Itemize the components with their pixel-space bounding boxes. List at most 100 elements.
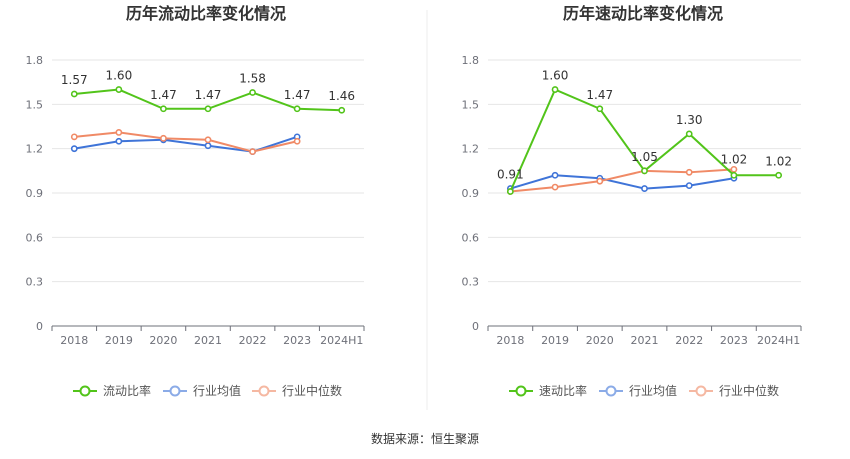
x-tick-label: 2021 xyxy=(194,334,222,347)
x-tick-label: 2023 xyxy=(283,334,311,347)
data-label: 1.47 xyxy=(195,88,222,102)
data-point-industry_median xyxy=(685,168,693,176)
data-point-company xyxy=(775,171,783,179)
data-label: 1.57 xyxy=(61,73,88,87)
data-label: 1.02 xyxy=(765,154,792,168)
legend-label: 行业均值 xyxy=(193,383,241,398)
y-tick-label: 0.3 xyxy=(462,276,480,289)
data-label: 1.60 xyxy=(542,69,569,83)
legend-item-company[interactable]: 流动比率 xyxy=(73,383,151,398)
legend-marker xyxy=(515,385,527,397)
data-point-industry_avg xyxy=(115,137,123,145)
data-label: 1.30 xyxy=(676,113,703,127)
data-label: 1.47 xyxy=(150,88,177,102)
x-tick-label: 2022 xyxy=(675,334,703,347)
legend-item-industry_median[interactable]: 行业中位数 xyxy=(689,383,779,398)
data-point-industry_avg xyxy=(685,182,693,190)
legend-marker xyxy=(79,385,91,397)
data-point-industry_median xyxy=(70,133,78,141)
data-point-company xyxy=(204,105,212,113)
x-tick-label: 2023 xyxy=(720,334,748,347)
data-point-company xyxy=(551,86,559,93)
legend-label: 速动比率 xyxy=(539,383,587,398)
y-tick-label: 1.2 xyxy=(462,143,480,156)
circle-line-icon xyxy=(73,385,97,397)
data-label: 1.05 xyxy=(631,150,658,164)
legend-item-industry_avg[interactable]: 行业均值 xyxy=(163,383,241,398)
circle-line-icon xyxy=(689,385,713,397)
y-tick-label: 1.5 xyxy=(26,98,44,111)
y-tick-label: 0.9 xyxy=(26,187,44,200)
data-point-industry_avg xyxy=(551,171,559,179)
data-point-company xyxy=(293,105,301,113)
data-label: 1.58 xyxy=(239,72,266,86)
data-point-industry_median xyxy=(596,177,604,185)
current-ratio-chart: 历年流动比率变化情况 0 0.3 0.6 0.9 1.2 1.5 1.8 2018 2019 202… xyxy=(26,4,365,398)
y-tick-label: 0 xyxy=(36,320,43,333)
data-point-company xyxy=(338,106,346,114)
data-point-industry_median xyxy=(293,137,301,145)
legend-item-industry_median[interactable]: 行业中位数 xyxy=(252,383,342,398)
circle-line-icon xyxy=(163,385,187,397)
legend-label: 流动比率 xyxy=(103,383,151,398)
y-tick-label: 0.9 xyxy=(462,187,480,200)
x-tick-label: 2018 xyxy=(496,334,524,347)
series-line-industry_median xyxy=(74,131,298,153)
data-label: 1.60 xyxy=(105,69,132,83)
data-point-company xyxy=(506,188,514,195)
data-point-industry_avg xyxy=(204,142,212,150)
data-source-note: 数据来源：恒生聚源 xyxy=(371,431,479,446)
legend-marker xyxy=(695,385,707,397)
chart-title: 历年流动比率变化情况 xyxy=(126,4,286,23)
data-point-industry_median xyxy=(730,165,738,173)
legend-marker xyxy=(605,385,617,397)
circle-line-icon xyxy=(509,385,533,397)
legend-item-company[interactable]: 速动比率 xyxy=(509,383,587,398)
data-point-industry_avg xyxy=(70,145,78,153)
data-point-industry_avg xyxy=(641,185,648,192)
y-tick-label: 1.8 xyxy=(462,54,480,67)
data-label: 1.47 xyxy=(586,88,613,102)
x-tick-label: 2021 xyxy=(631,334,659,347)
data-label: 1.47 xyxy=(284,88,311,102)
x-tick-label: 2022 xyxy=(239,334,267,347)
chart-title: 历年速动比率变化情况 xyxy=(563,4,723,23)
y-tick-label: 1.8 xyxy=(26,54,44,67)
series-line-industry_median xyxy=(510,168,734,193)
legend-label: 行业均值 xyxy=(629,383,677,398)
y-tick-label: 0.6 xyxy=(462,231,480,244)
data-point-company xyxy=(249,89,256,96)
circle-line-icon xyxy=(252,385,276,397)
data-point-company xyxy=(160,105,167,113)
x-tick-label: 2020 xyxy=(149,334,177,347)
data-point-company xyxy=(70,90,78,98)
legend-label: 行业中位数 xyxy=(282,383,342,398)
data-label: 1.02 xyxy=(721,152,748,166)
data-label: 1.46 xyxy=(328,89,355,103)
x-tick-label: 2020 xyxy=(586,334,614,347)
data-point-company xyxy=(115,86,123,93)
x-tick-label: 2018 xyxy=(60,334,88,347)
data-point-industry_median xyxy=(204,136,212,144)
legend-item-industry_avg[interactable]: 行业均值 xyxy=(599,383,677,398)
legend-marker xyxy=(169,385,181,397)
y-tick-label: 0 xyxy=(472,320,479,333)
data-point-industry_median xyxy=(160,134,167,142)
data-label: 0.91 xyxy=(497,168,524,182)
data-point-company xyxy=(730,171,738,179)
legend-marker xyxy=(258,385,270,397)
data-point-industry_median xyxy=(551,183,559,191)
data-point-industry_median xyxy=(115,129,123,136)
circle-line-icon xyxy=(599,385,623,397)
data-point-industry_median xyxy=(249,148,256,156)
data-point-company xyxy=(596,105,604,113)
y-tick-label: 0.6 xyxy=(26,231,44,244)
y-tick-label: 0.3 xyxy=(26,276,44,289)
x-tick-label: 2019 xyxy=(105,334,133,347)
x-tick-label: 2019 xyxy=(541,334,569,347)
quick-ratio-chart: 历年速动比率变化情况 0 0.3 0.6 0.9 1.2 1.5 1.8 2018 2019 202… xyxy=(462,4,802,398)
x-tick-label: 2024H1 xyxy=(320,334,363,347)
y-tick-label: 1.2 xyxy=(26,143,44,156)
series-line-industry_avg xyxy=(510,174,735,190)
